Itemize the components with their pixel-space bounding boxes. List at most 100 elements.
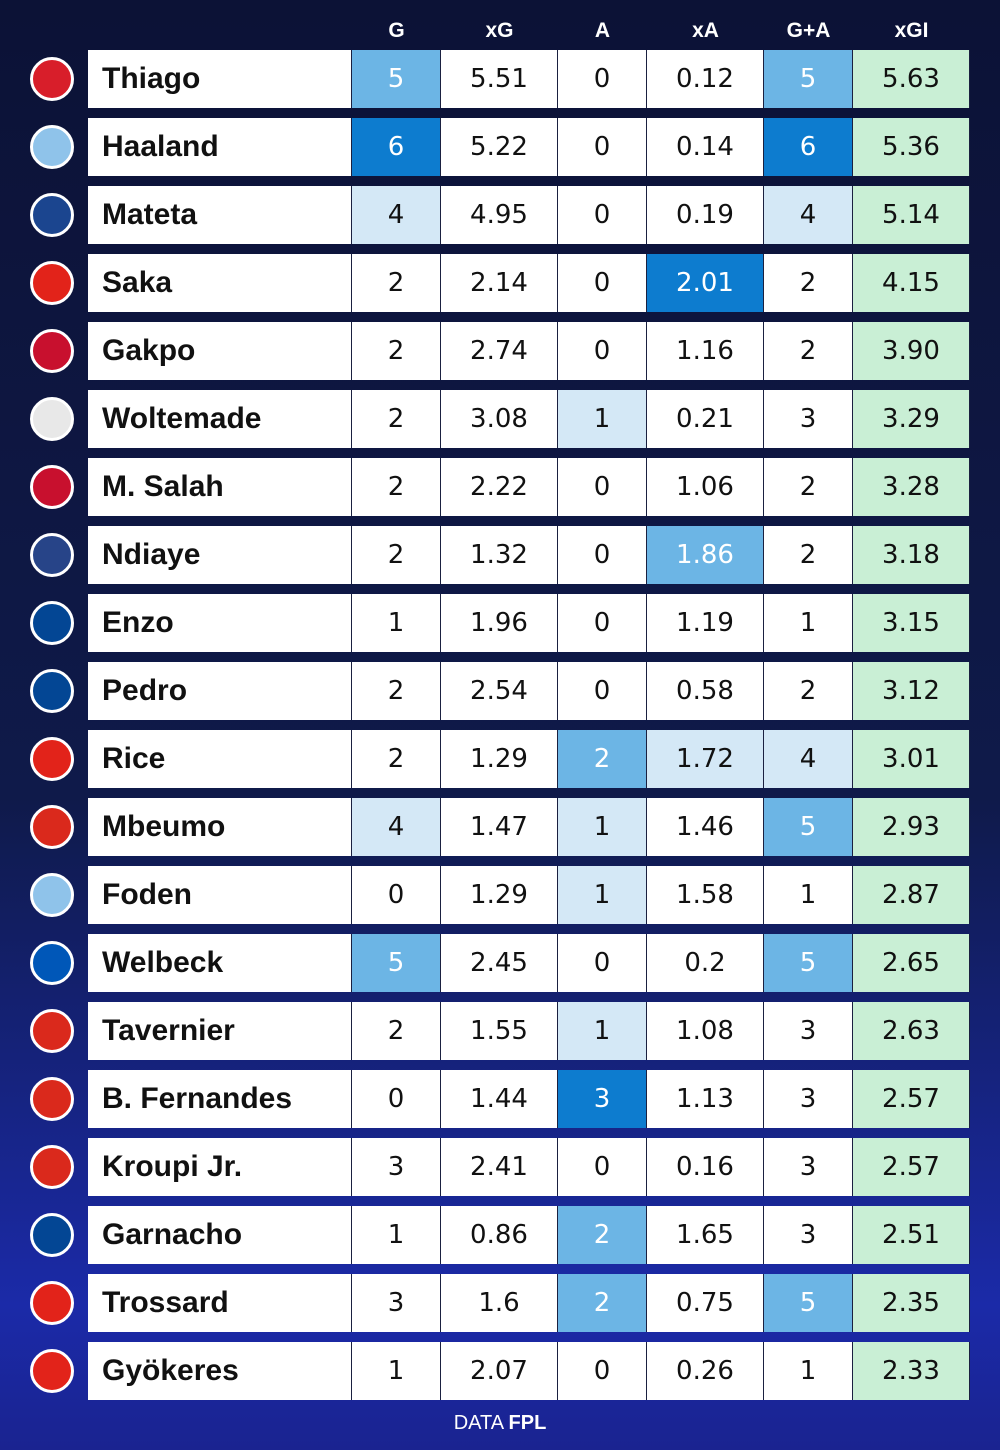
stat-cell: 2.57 [853,1070,970,1128]
stat-cell: 1.29 [441,730,558,788]
stat-cell: 2.33 [853,1342,970,1400]
stat-cell: 2.51 [853,1206,970,1264]
stat-cell: 4 [352,798,441,856]
stat-cell: 5 [764,798,853,856]
stat-cell: 1.58 [647,866,764,924]
player-name: Enzo [88,594,352,652]
player-name: Welbeck [88,934,352,992]
stat-cell: 0 [558,662,647,720]
club-badge [30,533,74,577]
stat-cell: 5.51 [441,50,558,108]
stat-cell: 2.93 [853,798,970,856]
stat-cell: 2 [558,730,647,788]
stat-cell: 0 [558,458,647,516]
stat-cell: 5 [352,50,441,108]
club-badge [30,737,74,781]
stat-cell: 2 [352,390,441,448]
stat-cell: 0.21 [647,390,764,448]
stat-cell: 3.12 [853,662,970,720]
stat-cell: 4 [352,186,441,244]
stat-cell: 1 [764,1342,853,1400]
player-name: Thiago [88,50,352,108]
stat-cell: 2.01 [647,254,764,312]
stat-cell: 2.74 [441,322,558,380]
club-badge [30,601,74,645]
stat-cell: 1.44 [441,1070,558,1128]
stat-cell: 0 [352,866,441,924]
player-name: Gakpo [88,322,352,380]
stat-cell: 2.65 [853,934,970,992]
stat-cell: 3.18 [853,526,970,584]
stat-cell: 2 [352,1002,441,1060]
player-name: Mateta [88,186,352,244]
stat-cell: 0 [558,118,647,176]
stat-cell: 2 [764,322,853,380]
stat-cell: 1 [558,866,647,924]
stat-cell: 2 [352,662,441,720]
stat-cell: 3 [558,1070,647,1128]
stat-cell: 1.46 [647,798,764,856]
player-name: Saka [88,254,352,312]
stat-cell: 1.96 [441,594,558,652]
stat-cell: 0 [558,186,647,244]
stat-cell: 5 [764,934,853,992]
stat-cell: 4.95 [441,186,558,244]
stat-cell: 0 [558,254,647,312]
stat-cell: 1.55 [441,1002,558,1060]
stat-cell: 1.16 [647,322,764,380]
club-badge [30,397,74,441]
stat-cell: 3 [764,1138,853,1196]
stat-cell: 3 [352,1274,441,1332]
club-badge [30,465,74,509]
stat-cell: 5.63 [853,50,970,108]
stat-cell: 0.2 [647,934,764,992]
player-name: Rice [88,730,352,788]
stat-cell: 6 [352,118,441,176]
stat-cell: 0.12 [647,50,764,108]
club-badge [30,1281,74,1325]
stat-cell: 1.32 [441,526,558,584]
stat-cell: 2 [764,526,853,584]
stat-cell: 2.35 [853,1274,970,1332]
stat-cell: 0.75 [647,1274,764,1332]
stat-cell: 1.08 [647,1002,764,1060]
stat-cell: 4 [764,186,853,244]
stat-cell: 5.36 [853,118,970,176]
player-name: Pedro [88,662,352,720]
column-header: G [388,19,405,42]
club-badge [30,1145,74,1189]
club-badge [30,941,74,985]
club-badge [30,57,74,101]
stat-cell: 2.41 [441,1138,558,1196]
stat-cell: 0 [558,1342,647,1400]
stat-cell: 3 [352,1138,441,1196]
stat-cell: 2 [352,254,441,312]
stat-cell: 3.15 [853,594,970,652]
stat-cell: 2.87 [853,866,970,924]
stat-cell: 1.06 [647,458,764,516]
stat-cell: 3.08 [441,390,558,448]
column-header: A [594,19,611,42]
stat-cell: 5 [764,50,853,108]
player-name: Trossard [88,1274,352,1332]
stat-cell: 1 [558,1002,647,1060]
stat-cell: 2 [764,458,853,516]
footer-source: FPL [508,1412,547,1434]
stat-cell: 3 [764,1070,853,1128]
stat-cell: 2.45 [441,934,558,992]
column-header: xG [485,19,514,42]
stat-cell: 2 [558,1206,647,1264]
stat-cell: 1.13 [647,1070,764,1128]
stat-cell: 2 [352,458,441,516]
club-badge [30,193,74,237]
player-name: Kroupi Jr. [88,1138,352,1196]
club-badge [30,1077,74,1121]
stat-cell: 0 [558,594,647,652]
stat-cell: 2.63 [853,1002,970,1060]
stat-cell: 3 [764,1206,853,1264]
stat-cell: 2 [352,322,441,380]
stat-cell: 1.65 [647,1206,764,1264]
stat-cell: 1 [764,866,853,924]
stat-cell: 0.16 [647,1138,764,1196]
stat-cell: 1.72 [647,730,764,788]
